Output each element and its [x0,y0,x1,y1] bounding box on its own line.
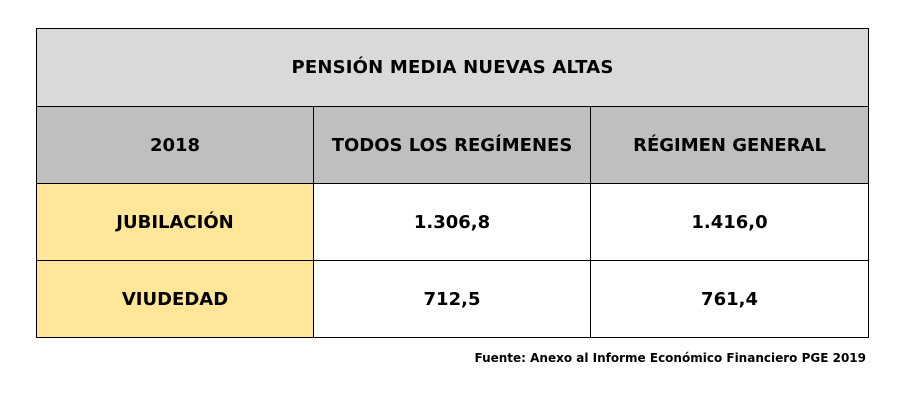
table-row: JUBILACIÓN 1.306,8 1.416,0 [36,183,870,261]
header-year: 2018 [36,106,314,184]
cell-viudedad-todos: 712,5 [313,260,591,338]
table-header-row: 2018 TODOS LOS REGÍMENES RÉGIMEN GENERAL [36,106,870,184]
header-regimen-general: RÉGIMEN GENERAL [589,106,870,184]
pension-table: PENSIÓN MEDIA NUEVAS ALTAS 2018 TODOS LO… [35,28,870,338]
table-title: PENSIÓN MEDIA NUEVAS ALTAS [35,28,870,107]
cell-viudedad-general: 761,4 [589,260,870,338]
row-label-jubilacion: JUBILACIÓN [36,183,314,261]
cell-jubilacion-todos: 1.306,8 [313,183,591,261]
header-todos-los-regimenes: TODOS LOS REGÍMENES [313,106,591,184]
source-note: Fuente: Anexo al Informe Económico Finan… [474,351,866,365]
row-label-viudedad: VIUDEDAD [36,260,314,338]
table-row: VIUDEDAD 712,5 761,4 [36,260,870,338]
pension-table-container: PENSIÓN MEDIA NUEVAS ALTAS 2018 TODOS LO… [35,28,870,338]
cell-jubilacion-general: 1.416,0 [589,183,870,261]
table-title-row: PENSIÓN MEDIA NUEVAS ALTAS [35,28,870,107]
